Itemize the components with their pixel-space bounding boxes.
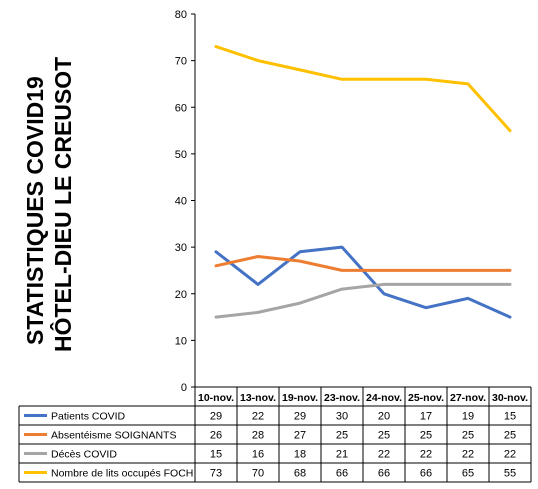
data-label: 22: [252, 411, 264, 423]
data-label: 27: [294, 430, 306, 442]
data-label: 25: [504, 430, 516, 442]
series-lines: [214, 45, 512, 319]
legend-label: Nombre de lits occupés FOCH: [51, 468, 193, 480]
data-label: 68: [294, 468, 306, 480]
data-label: 16: [252, 449, 264, 461]
y-tick-label: 10: [175, 335, 187, 347]
y-tick-label: 70: [175, 56, 187, 68]
data-label: 25: [462, 430, 474, 442]
x-tick-label: 24-nov.: [366, 392, 402, 404]
x-tick-label: 25-nov.: [408, 392, 444, 404]
data-label: 19: [462, 411, 474, 423]
y-tick-label: 0: [181, 382, 187, 394]
x-tick-label: 23-nov.: [324, 392, 360, 404]
data-table: 10-nov. 13-nov. 19-nov. 23-nov. 24-nov. 25-no…: [18, 386, 532, 483]
data-label: 65: [462, 468, 474, 480]
data-label: 30: [336, 411, 348, 423]
legend-label: Décès COVID: [51, 449, 117, 461]
data-label: 28: [252, 430, 264, 442]
data-label: 21: [336, 449, 348, 461]
series-line-1: [214, 255, 512, 272]
data-label: 22: [420, 449, 432, 461]
x-tick-label: 13-nov.: [240, 392, 276, 404]
series-line-2: [214, 282, 512, 319]
data-label: 22: [378, 449, 390, 461]
y-tick-label: 50: [175, 149, 187, 161]
chart-axes: 0 10 20 30 40 50 60 70 80: [175, 9, 196, 394]
series-line-3: [214, 45, 512, 133]
legend-label: Patients COVID: [51, 411, 126, 423]
legend-label: Absentéisme SOIGNANTS: [51, 430, 176, 442]
x-tick-label: 27-nov.: [450, 392, 486, 404]
data-label: 29: [210, 411, 222, 423]
data-label: 18: [294, 449, 306, 461]
data-label: 25: [420, 430, 432, 442]
data-label: 73: [210, 468, 222, 480]
x-tick-label: 19-nov.: [282, 392, 318, 404]
data-label: 15: [504, 411, 516, 423]
data-label: 20: [378, 411, 390, 423]
data-label: 66: [378, 468, 390, 480]
data-label: 29: [294, 411, 306, 423]
y-tick-label: 30: [175, 242, 187, 254]
y-tick-label: 60: [175, 102, 187, 114]
data-label: 17: [420, 411, 432, 423]
data-label: 25: [378, 430, 390, 442]
x-tick-label: 10-nov.: [198, 392, 234, 404]
data-label: 55: [504, 468, 516, 480]
data-label: 66: [336, 468, 348, 480]
data-label: 66: [420, 468, 432, 480]
data-label: 22: [462, 449, 474, 461]
y-tick-label: 20: [175, 289, 187, 301]
data-label: 26: [210, 430, 222, 442]
data-label: 15: [210, 449, 222, 461]
x-tick-label: 30-nov.: [492, 392, 528, 404]
data-label: 25: [336, 430, 348, 442]
y-tick-label: 40: [175, 196, 187, 208]
data-label: 70: [252, 468, 264, 480]
data-label: 22: [504, 449, 516, 461]
y-tick-label: 80: [175, 9, 187, 21]
